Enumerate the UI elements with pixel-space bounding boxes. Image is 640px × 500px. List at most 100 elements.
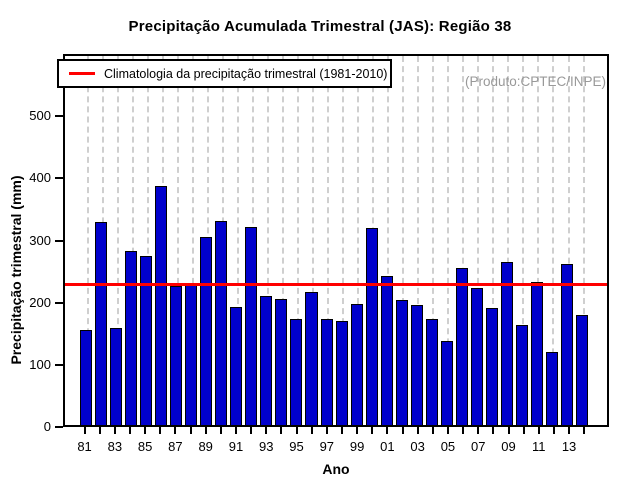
x-tick-mark [159, 427, 162, 434]
y-tick-label: 200 [29, 294, 51, 310]
bar-05 [440, 341, 453, 425]
x-tick-label: 01 [380, 439, 395, 454]
bar-02 [395, 299, 408, 425]
bar-slot [274, 56, 289, 425]
bar-slot [94, 56, 109, 425]
x-tick-slot [471, 427, 486, 435]
x-tick-mark [371, 427, 374, 434]
x-tick-mark [431, 427, 434, 434]
x-tick-label [244, 439, 259, 455]
y-tick-label: 100 [29, 356, 51, 372]
x-tick-label [153, 439, 168, 455]
produto-note: (Produto:CPTEC/INPE) [464, 74, 606, 89]
x-tick-mark [446, 427, 449, 434]
bar-06 [455, 268, 468, 425]
bar-slot [470, 56, 485, 425]
x-tick-label [365, 439, 380, 455]
x-tick-label [546, 439, 561, 455]
x-tick-mark [537, 427, 540, 434]
bar-slot [259, 56, 274, 425]
x-tick-slot [259, 427, 274, 435]
chart-title: Precipitação Acumulada Trimestral (JAS):… [128, 18, 512, 35]
bar-slot [289, 56, 304, 425]
y-tick-label: 0 [43, 419, 51, 434]
x-tick-slot [486, 427, 501, 435]
x-tick-label [577, 439, 592, 455]
bar-slot [229, 56, 244, 425]
bar-91 [230, 306, 243, 425]
gridline [582, 56, 585, 425]
x-tick-label [395, 439, 410, 455]
x-tick-label: 99 [349, 439, 365, 454]
x-tick-slot [531, 427, 546, 435]
gridline [357, 56, 360, 425]
gridline [432, 56, 435, 425]
x-tick-slot [440, 427, 455, 435]
x-tick-mark [234, 427, 237, 434]
x-tick-slot [334, 427, 349, 435]
x-tick-label: 07 [470, 439, 486, 454]
x-tick-labels: 81 83 85 87 89 91 93 95 97 99 01 03 05 07 09 11 13 [77, 439, 592, 455]
bar-92 [245, 226, 258, 425]
y-tick-label: 400 [29, 170, 51, 186]
x-tick-slot [350, 427, 365, 435]
bar-98 [335, 321, 348, 425]
x-tick-mark [295, 427, 298, 434]
bar-95 [290, 319, 303, 425]
bar-slot [139, 56, 154, 425]
bar-slot [485, 56, 500, 425]
bar-11 [530, 281, 543, 425]
x-tick-label: 95 [289, 439, 304, 454]
bar-04 [425, 319, 438, 425]
x-tick-slot [304, 427, 319, 435]
x-tick-label: 83 [107, 439, 123, 454]
gridline [327, 56, 330, 425]
x-tick-slot [289, 427, 304, 435]
gridline [296, 56, 299, 425]
x-tick-mark [219, 427, 222, 434]
x-tick-mark [340, 427, 343, 434]
x-tick-label [516, 439, 531, 455]
bar-slot [169, 56, 184, 425]
bar-slot [560, 56, 575, 425]
y-tick-mark [55, 239, 63, 242]
y-tick-label: 500 [29, 108, 51, 124]
gridline [537, 56, 540, 425]
x-ticks [77, 427, 592, 435]
bar-01 [380, 276, 393, 425]
bar-08 [485, 307, 498, 425]
x-tick-slot [410, 427, 425, 435]
bar-86 [155, 186, 168, 425]
bar-slot [395, 56, 410, 425]
bar-97 [320, 319, 333, 425]
bar-90 [215, 221, 228, 425]
bar-10 [515, 325, 528, 425]
x-tick-slot [456, 427, 471, 435]
gridline [492, 56, 495, 425]
bar-94 [275, 298, 288, 425]
y-axis-title: Precipitação trimestral (mm) [8, 175, 24, 365]
gridline [86, 56, 89, 425]
x-tick-slot [213, 427, 228, 435]
x-tick-mark [507, 427, 510, 434]
x-tick-label [213, 439, 228, 455]
y-tick-mark [55, 301, 63, 304]
gridline [522, 56, 525, 425]
y-tick-label: 300 [29, 232, 51, 248]
x-tick-mark [325, 427, 328, 434]
bar-88 [185, 283, 198, 425]
x-tick-mark [386, 427, 389, 434]
gridline [462, 56, 465, 425]
x-tick-slot [77, 427, 92, 435]
x-tick-slot [92, 427, 107, 435]
gridline [507, 56, 510, 425]
bar-slot [515, 56, 530, 425]
bar-slot [575, 56, 590, 425]
x-tick-mark [113, 427, 116, 434]
gridline [131, 56, 134, 425]
x-tick-slot [183, 427, 198, 435]
x-tick-mark [144, 427, 147, 434]
x-tick-mark [98, 427, 101, 434]
x-tick-label [122, 439, 137, 455]
